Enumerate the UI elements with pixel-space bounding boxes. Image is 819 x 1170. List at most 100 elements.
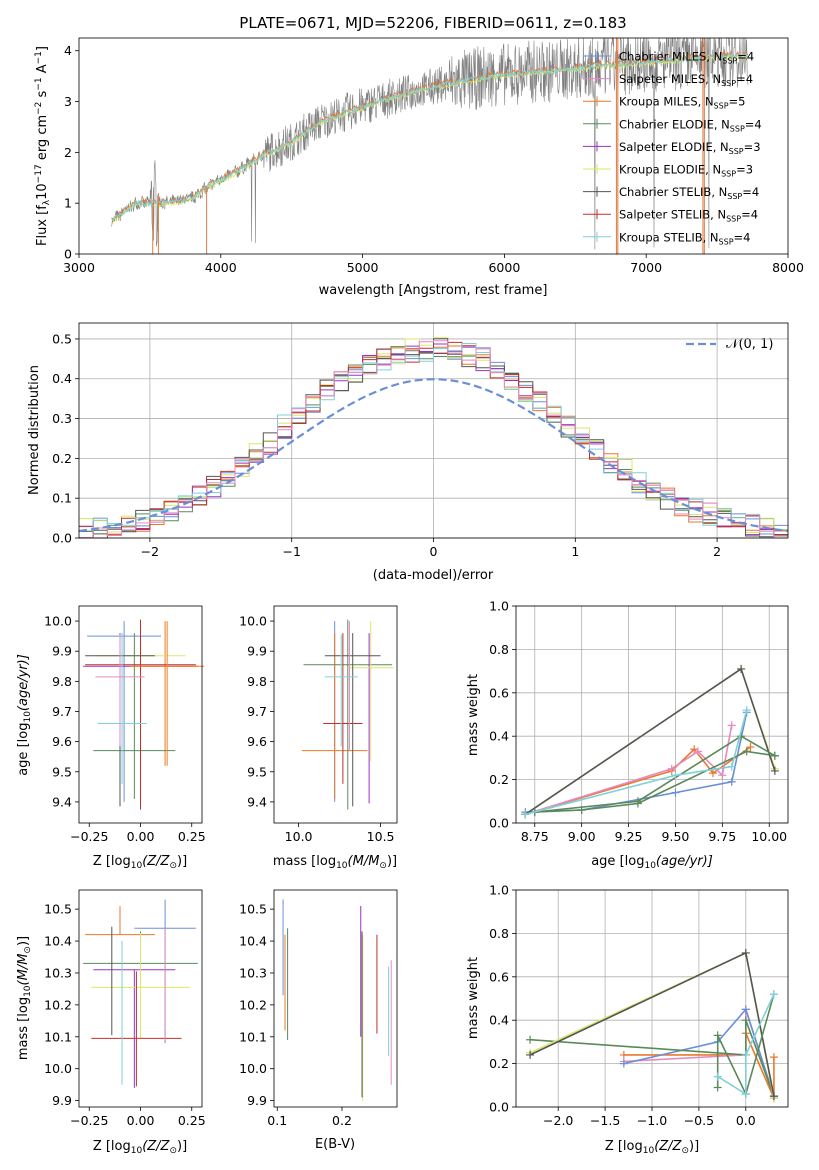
legend-entry: Salpeter MILES, NSSP=4	[619, 72, 753, 88]
agem-ytick-label: 9.5	[247, 764, 267, 779]
legend-entry: Chabrier ELODIE, NSSP=4	[619, 117, 762, 133]
mwa-xtick-label: 9.50	[662, 829, 690, 844]
mebv-ytick-label: 10.5	[239, 902, 267, 917]
agem-xlabel: mass [log10(M/M⊙)]	[273, 854, 397, 871]
mass-weight-point	[769, 1092, 778, 1101]
agem-ytick-label: 9.7	[247, 704, 267, 719]
mebv-ytick-label: 10.1	[239, 1029, 267, 1044]
mass-weight-point	[727, 721, 736, 730]
residual-ytick-label: 0.2	[52, 451, 72, 466]
agem-xtick-label: 10.5	[367, 829, 395, 844]
spectrum-ytick-label: 4	[64, 43, 72, 58]
spectrum-ytick-label: 3	[64, 94, 72, 109]
legend-entry-suffix: =4	[741, 208, 758, 222]
legend-entry-prefix: Salpeter MILES, N	[619, 72, 721, 86]
mz-xtick-label: 0.25	[178, 1113, 206, 1128]
agez-xtick-label: 0.00	[127, 829, 155, 844]
agez-ytick-label: 9.9	[52, 644, 72, 659]
mass-weight-series-line	[716, 993, 775, 1097]
mz-xtick-label: −0.25	[70, 1113, 108, 1128]
mebv-ytick-label: 10.3	[239, 965, 267, 980]
mwz-ytick-label: 0.4	[489, 1013, 509, 1028]
mwz-frame	[515, 889, 789, 1108]
legend-entry-suffix: =3	[744, 140, 761, 154]
mwz-ylabel: mass weight	[466, 957, 481, 1039]
legend-entry-prefix: Chabrier MILES, N	[619, 50, 722, 64]
ylabel-part: mass [log	[16, 997, 31, 1060]
xlabel-sub: 10	[336, 861, 348, 871]
agez-ylabel: age [log10(age/yr)]	[16, 654, 33, 776]
xlabel-part: )]	[177, 1139, 187, 1154]
agem-xtick-label: 10.0	[285, 829, 313, 844]
mass-weight-point	[727, 762, 736, 771]
mwa-xtick-label: 9.75	[708, 829, 736, 844]
agem-ytick-label: 9.6	[247, 734, 267, 749]
ylabel-sup: −17	[34, 164, 44, 183]
mass-weight-point	[671, 771, 680, 780]
legend-entry: Chabrier MILES, NSSP=4	[619, 50, 754, 66]
spectrum-panel: PLATE=0671, MJD=52206, FIBERID=0611, z=0…	[34, 14, 804, 298]
spectrum-xtick-label: 8000	[772, 260, 804, 275]
legend-entry-prefix: Kroupa MILES, N	[619, 95, 714, 109]
mwa-ytick-label: 0.4	[489, 729, 509, 744]
mwa-ytick-label: 0.2	[489, 772, 509, 787]
mass-weight-vs-age-panel: age [log10(age/yr)] mass weight 8.75 9.00…	[466, 599, 789, 871]
mass-weight-point	[708, 769, 717, 778]
xlabel-part: (M/M	[348, 854, 380, 869]
legend-entry-prefix: Kroupa STELIB, N	[619, 230, 719, 244]
agez-xtick-label: 0.25	[178, 829, 206, 844]
mwz-ytick-label: 0.8	[489, 926, 509, 941]
mass-vs-z-panel: Z [log10(Z/Z⊙)] mass [log10(M/M⊙)] −0.25…	[16, 889, 206, 1156]
ylabel-part: ]	[35, 46, 50, 51]
mass-weight-point	[741, 1016, 750, 1025]
mass-weight-point	[713, 1031, 722, 1040]
mebv-ytick-label: 10.4	[239, 934, 267, 949]
spectrum-xtick-label: 7000	[630, 260, 662, 275]
ylabel-sup: −2	[34, 102, 44, 115]
residual-ylabel: Normed distribution	[27, 365, 42, 495]
legend-entry-prefix: Chabrier ELODIE, N	[619, 117, 730, 131]
mwa-xtick-label: 9.00	[568, 829, 596, 844]
legend-entry-prefix: Salpeter STELIB, N	[619, 208, 726, 222]
mwa-xtick-label: 9.25	[615, 829, 643, 844]
ylabel-part: age [log	[16, 723, 31, 776]
mass-weight-point	[737, 664, 746, 673]
spectrum-xlabel: wavelength [Angstrom, rest frame]	[319, 283, 548, 298]
mass-weight-point	[742, 747, 751, 756]
xlabel-sub: 10	[644, 861, 656, 871]
mz-ytick-label: 10.2	[44, 997, 72, 1012]
agez-ytick-label: 9.4	[52, 794, 72, 809]
xlabel-sub: 10	[643, 1146, 655, 1156]
mz-ytick-label: 10.1	[44, 1029, 72, 1044]
mass-weight-point	[526, 1050, 535, 1059]
mwa-xlabel: age [log10(age/yr)]	[591, 854, 713, 871]
legend-entry: Salpeter STELIB, NSSP=4	[619, 208, 758, 224]
mass-weight-series-line	[623, 1007, 775, 1097]
ylabel-part: Flux [f	[35, 205, 50, 246]
legend-entry-sub: SSP	[730, 124, 745, 133]
legend-entry: Kroupa MILES, NSSP=5	[619, 95, 745, 111]
mass-weight-series-line	[530, 1019, 775, 1097]
mz-frame	[78, 889, 203, 1108]
mass-weight-point	[769, 990, 778, 999]
legend-entry-prefix: Chabrier STELIB, N	[619, 185, 727, 199]
residual-legend-label: 𝒩(0, 1)	[726, 337, 773, 352]
xlabel-part: age [log	[591, 854, 644, 869]
spectrum-xtick-label: 4000	[205, 260, 237, 275]
mass-vs-ebv-panel: E(B-V) 0.1 0.2 9.9 10.0 10.1 10.2 10.3 10.4 10.5	[239, 889, 398, 1152]
legend-entry-suffix: =4	[734, 230, 751, 244]
mass-weight-series-line	[524, 667, 776, 815]
mass-weight-point	[718, 771, 727, 780]
residual-xtick-label: −1	[282, 544, 300, 559]
agez-ytick-label: 10.0	[44, 614, 72, 629]
residual-xlabel: (data-model)/error	[373, 568, 494, 583]
mass-weight-point	[742, 706, 751, 715]
residual-ytick-label: 0.5	[52, 331, 72, 346]
mass-weight-point	[667, 764, 676, 773]
xlabel-part: mass [log	[273, 854, 336, 869]
mwz-xtick-label: −2.0	[543, 1113, 573, 1128]
legend-entry-suffix: =3	[736, 163, 753, 177]
spectrum-title: PLATE=0671, MJD=52206, FIBERID=0611, z=0…	[239, 14, 626, 32]
ylabel-part: (age/yr)]	[16, 654, 31, 711]
